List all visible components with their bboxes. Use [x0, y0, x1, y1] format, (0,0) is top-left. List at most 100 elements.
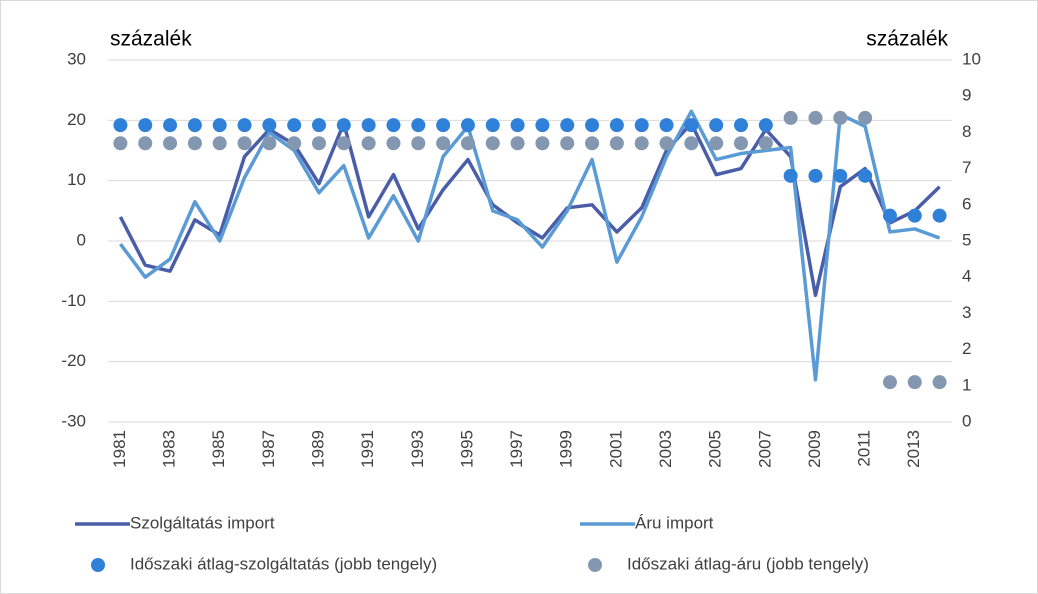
x-tick-label: 1995 [457, 430, 476, 468]
x-tick-label: 2013 [904, 430, 923, 468]
series-dot [709, 136, 724, 151]
series-dot [560, 118, 575, 133]
y2-tick-label: 5 [962, 230, 971, 249]
series-dot [932, 208, 947, 223]
y2-tick-label: 2 [962, 339, 971, 358]
legend-label: Időszaki átlag-áru (jobb tengely) [627, 554, 869, 573]
series-dot [163, 118, 178, 133]
series-dot [585, 136, 600, 151]
series-dot [833, 110, 848, 125]
series-dot [460, 118, 475, 133]
y-tick-label: 0 [77, 230, 86, 249]
series-dot [808, 110, 823, 125]
series-dot [858, 110, 873, 125]
series-dot [684, 118, 699, 133]
series-dot [212, 118, 227, 133]
series-dot [361, 118, 376, 133]
x-tick-label: 1993 [408, 430, 427, 468]
x-tick-label: 2007 [755, 430, 774, 468]
series-dot [361, 136, 376, 151]
series-dot [783, 110, 798, 125]
y2-tick-label: 9 [962, 86, 971, 105]
x-tick-label: 1983 [160, 430, 179, 468]
series-dot [436, 136, 451, 151]
series-dot [237, 136, 252, 151]
series-dot [585, 118, 600, 133]
series-dot [907, 375, 922, 390]
y2-tick-label: 7 [962, 158, 971, 177]
series-dot [510, 136, 525, 151]
series-dot [634, 118, 649, 133]
series-dot [734, 136, 748, 151]
x-tick-label: 1989 [308, 430, 327, 468]
series-dot [336, 136, 351, 151]
y-tick-label: 20 [67, 110, 86, 129]
y2-tick-label: 1 [962, 375, 971, 394]
series-dot [485, 136, 500, 151]
legend-label: Időszaki átlag-szolgáltatás (jobb tengel… [130, 554, 437, 573]
series-dot [460, 136, 475, 151]
series-dot [187, 118, 202, 133]
series-dot [609, 136, 624, 151]
series-dot [659, 118, 674, 133]
series-dot [113, 136, 128, 151]
y-tick-label: -20 [61, 351, 86, 370]
legend-swatch [588, 558, 602, 572]
series-dot [212, 136, 227, 151]
series-dot [535, 118, 550, 133]
x-tick-label: 2003 [656, 430, 675, 468]
x-tick-label: 2009 [805, 430, 824, 468]
series-dot [932, 375, 947, 390]
x-tick-label: 2011 [855, 430, 874, 467]
series-dot [386, 118, 401, 133]
series-dot [312, 136, 326, 151]
series-dot [684, 136, 699, 151]
y2-axis-title: százalék [866, 28, 948, 51]
series-dot [634, 136, 649, 151]
x-tick-label: 1999 [557, 430, 576, 468]
series-dot [485, 118, 500, 133]
series-dot [882, 375, 897, 390]
series-dot [907, 208, 922, 223]
series-dot [336, 118, 351, 133]
y-tick-label: -10 [61, 291, 86, 310]
y-axis-title: százalék [110, 28, 192, 51]
x-tick-label: 1981 [110, 430, 129, 468]
x-tick-label: 1987 [259, 430, 278, 468]
series-dot [510, 118, 525, 133]
y2-tick-label: 10 [962, 49, 981, 68]
series-dot [163, 136, 178, 151]
series-dot [758, 136, 773, 151]
series-dot [535, 136, 550, 151]
series-dot [262, 136, 277, 151]
series-dot [287, 118, 302, 133]
series-dot [262, 118, 277, 133]
legend-label: Szolgáltatás import [130, 513, 275, 532]
y-tick-label: -30 [61, 411, 86, 430]
series-dot [783, 168, 798, 183]
y2-tick-label: 0 [962, 411, 971, 430]
series-dot [436, 118, 451, 133]
series-dot [560, 136, 575, 151]
series-dot [113, 118, 128, 133]
series-dot [734, 118, 748, 133]
series-dot [808, 168, 823, 183]
y2-tick-label: 6 [962, 194, 971, 213]
series-dot [609, 118, 624, 133]
series-dot [659, 136, 674, 151]
series-dot [386, 136, 401, 151]
series-dot [411, 136, 426, 151]
y2-tick-label: 8 [962, 122, 971, 141]
series-dot [312, 118, 326, 133]
x-tick-label: 2005 [706, 430, 725, 468]
series-dot [709, 118, 724, 133]
legend-swatch [91, 558, 105, 572]
series-dot [138, 118, 153, 133]
y2-tick-label: 4 [962, 267, 971, 286]
series-dot [411, 118, 426, 133]
x-tick-label: 1985 [209, 430, 228, 468]
x-tick-label: 1991 [358, 430, 377, 468]
series-dot [858, 168, 873, 183]
